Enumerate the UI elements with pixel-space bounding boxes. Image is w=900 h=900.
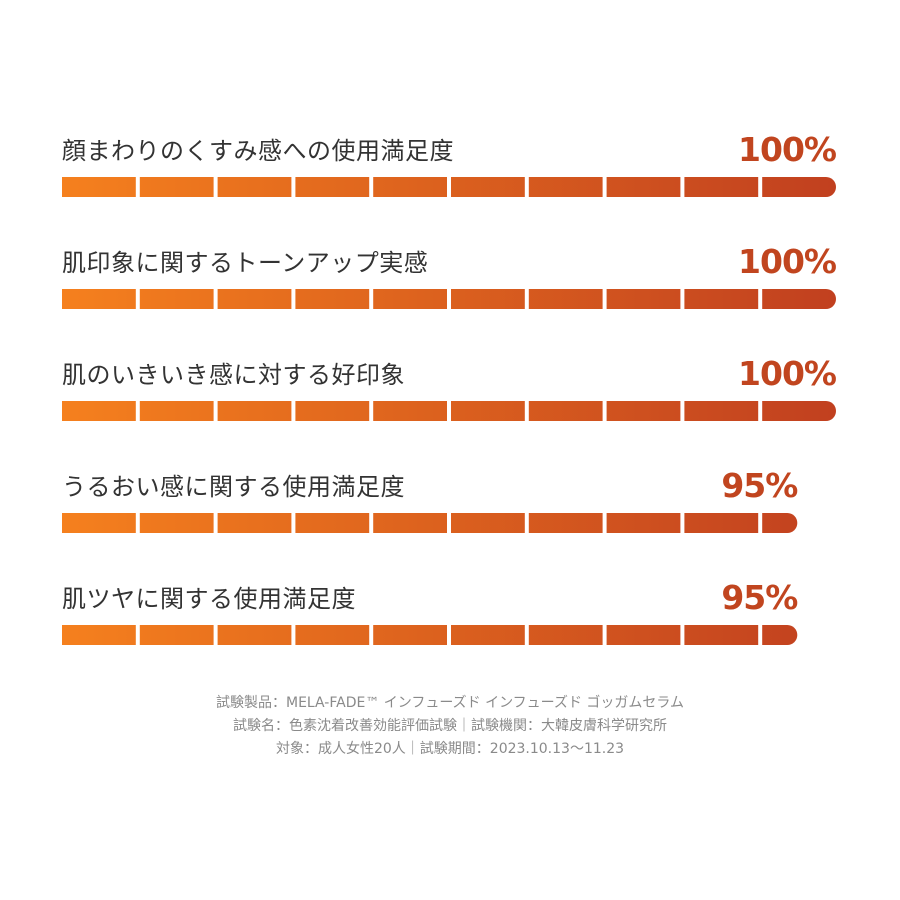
bar bbox=[62, 625, 798, 645]
bar-segment bbox=[451, 401, 525, 421]
bar-segment bbox=[684, 625, 759, 645]
bar-segment bbox=[528, 177, 603, 197]
bar-segment bbox=[684, 177, 759, 197]
bar-segment bbox=[606, 401, 681, 421]
bar-segment bbox=[217, 289, 292, 309]
test-footnote: 試験製品：MELA-FADE™ インフューズド インフューズド ゴッガムセラム … bbox=[0, 692, 900, 761]
value-label: 100% bbox=[738, 130, 837, 169]
bar-segment bbox=[451, 177, 525, 197]
bar-segment bbox=[528, 289, 603, 309]
bar-segment bbox=[684, 289, 759, 309]
bar-segment bbox=[139, 513, 214, 533]
bar-row: 顔まわりのくすみ感への使用満足度 100% bbox=[0, 130, 900, 225]
bar-segment bbox=[684, 513, 759, 533]
bar-row: 肌印象に関するトーンアップ実感 100% bbox=[0, 242, 900, 337]
bar-segment bbox=[451, 513, 525, 533]
footnote-subjects-period: 対象：成人女性20人｜試験期間：2023.10.13〜11.23 bbox=[275, 741, 625, 757]
bar-row: 肌ツヤに関する使用満足度 95% bbox=[0, 578, 900, 673]
bar-segment bbox=[295, 401, 370, 421]
bar-row: うるおい感に関する使用満足度 95% bbox=[0, 466, 900, 561]
category-label: 顔まわりのくすみ感への使用満足度 bbox=[62, 137, 454, 165]
bar-segment bbox=[528, 513, 603, 533]
bar-segment bbox=[217, 401, 292, 421]
bar-segment bbox=[62, 401, 136, 421]
bar-segment bbox=[373, 513, 447, 533]
category-label: 肌印象に関するトーンアップ実感 bbox=[62, 249, 429, 277]
bar-segment bbox=[295, 513, 370, 533]
category-label: 肌のいきいき感に対する好印象 bbox=[62, 361, 405, 389]
bar-segment bbox=[684, 401, 759, 421]
bar-segment bbox=[217, 625, 292, 645]
bar-segment bbox=[139, 289, 214, 309]
bar-segment bbox=[762, 513, 798, 533]
bar bbox=[62, 513, 798, 533]
bar-segment bbox=[217, 177, 292, 197]
category-label: うるおい感に関する使用満足度 bbox=[62, 473, 405, 501]
value-label: 95% bbox=[721, 578, 798, 617]
bar-segment bbox=[62, 289, 136, 309]
bar bbox=[62, 289, 836, 309]
footnote-product: 試験製品：MELA-FADE™ インフューズド インフューズド ゴッガムセラム bbox=[215, 695, 685, 711]
bar-segment bbox=[606, 625, 681, 645]
bar-segment bbox=[451, 289, 525, 309]
bar-segment bbox=[62, 513, 136, 533]
bar-segment bbox=[139, 177, 214, 197]
bar-row: 肌のいきいき感に対する好印象 100% bbox=[0, 354, 900, 449]
value-label: 100% bbox=[738, 242, 837, 281]
bar-segment bbox=[606, 289, 681, 309]
bar-segment bbox=[295, 625, 370, 645]
bar-segment bbox=[606, 177, 681, 197]
bar-segment bbox=[528, 401, 603, 421]
value-label: 100% bbox=[738, 354, 837, 393]
footnote-test-info: 試験名：色素沈着改善効能評価試験｜試験機関：大韓皮膚科学研究所 bbox=[233, 718, 667, 734]
bar-segment bbox=[62, 625, 136, 645]
bar-segment bbox=[606, 513, 681, 533]
bar-segment bbox=[373, 177, 447, 197]
bar-segment bbox=[62, 177, 136, 197]
bar-segment bbox=[295, 177, 370, 197]
bar-segment bbox=[373, 289, 447, 309]
bar-segment bbox=[762, 625, 798, 645]
bar-segment bbox=[373, 625, 447, 645]
bar-segment bbox=[217, 513, 292, 533]
bar bbox=[62, 177, 836, 197]
category-label: 肌ツヤに関する使用満足度 bbox=[62, 585, 356, 613]
bar-segment bbox=[139, 401, 214, 421]
bar-segment bbox=[295, 289, 370, 309]
value-label: 95% bbox=[721, 466, 798, 505]
bar-segment bbox=[139, 625, 214, 645]
bar-segment bbox=[762, 177, 836, 197]
bar-segment bbox=[373, 401, 447, 421]
bar-segment bbox=[762, 401, 836, 421]
bar-segment bbox=[528, 625, 603, 645]
bar bbox=[62, 401, 836, 421]
bar-segment bbox=[762, 289, 836, 309]
bar-segment bbox=[451, 625, 525, 645]
